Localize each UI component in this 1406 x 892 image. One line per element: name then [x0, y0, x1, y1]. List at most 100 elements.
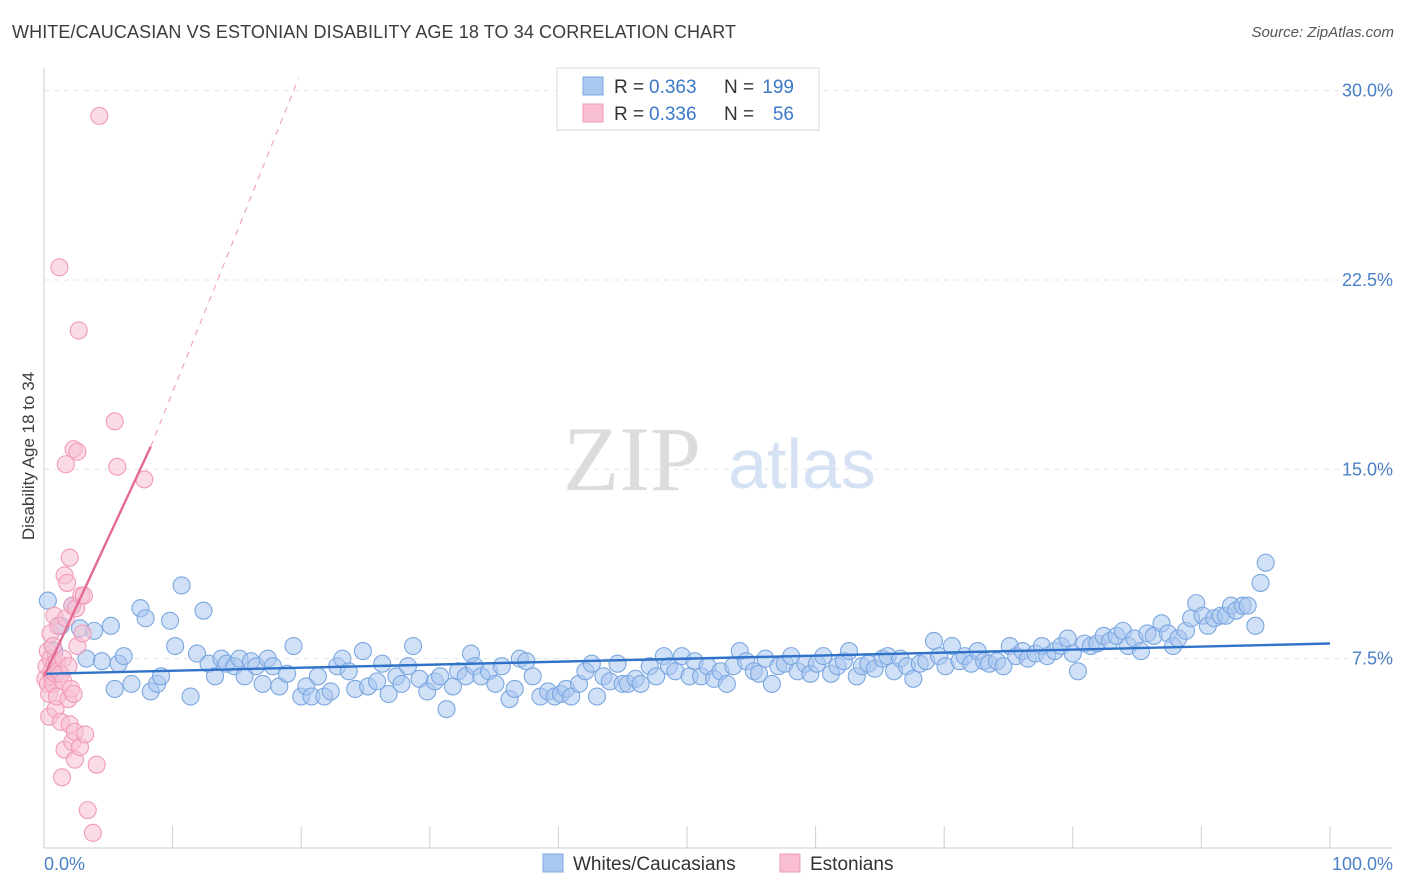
point-whites-191: [1251, 573, 1270, 592]
point-whites-9: [105, 679, 124, 699]
legend-swatch-whites: [582, 76, 604, 96]
point-whites-49: [353, 642, 372, 661]
legend-n-value-whites: 199: [762, 77, 794, 98]
x-tick-label-min: 0.0%: [44, 854, 85, 874]
y-tick-labels: 7.5% 15.0% 22.5% 30.0%: [1342, 81, 1393, 669]
trend-line-estonians: [42, 446, 152, 677]
series-whites-points: [38, 553, 1275, 719]
point-whites-25: [205, 667, 225, 686]
point-estonians-55: [105, 412, 124, 431]
point-whites-62: [437, 700, 456, 719]
point-estonians-53: [87, 755, 106, 774]
series-estonians-points: [36, 106, 154, 842]
point-whites-189: [1238, 596, 1257, 615]
series-legend: Whites/Caucasians Estonians: [542, 853, 893, 875]
point-whites-14: [136, 609, 155, 628]
point-whites-8: [101, 616, 120, 635]
point-whites-161: [1068, 662, 1087, 681]
point-whites-19: [166, 636, 185, 656]
point-whites-44: [321, 682, 340, 701]
point-whites-111: [749, 664, 769, 683]
point-whites-21: [181, 687, 200, 706]
point-whites-53: [379, 684, 398, 704]
point-whites-12: [122, 674, 141, 693]
point-whites-55: [392, 674, 411, 693]
point-whites-38: [284, 636, 303, 656]
point-whites-89: [608, 654, 627, 673]
bottom-legend-swatch-whites: [542, 853, 564, 873]
watermark: ZIP atlas: [563, 408, 876, 510]
x-tick-label-max: 100.0%: [1332, 854, 1393, 874]
point-estonians-20: [50, 258, 69, 277]
trend-extension-estonians: [150, 77, 300, 447]
gridlines: [44, 90, 1393, 660]
point-whites-52: [373, 654, 392, 673]
point-whites-93: [631, 674, 650, 693]
point-whites-18: [160, 611, 180, 630]
trend-line-whites: [43, 642, 1331, 676]
point-whites-141: [942, 636, 961, 656]
watermark-zip: ZIP: [563, 408, 701, 510]
point-whites-33: [253, 674, 272, 693]
point-whites-0: [38, 591, 57, 610]
point-whites-159: [1058, 629, 1077, 648]
point-estonians-39: [64, 684, 83, 704]
point-whites-125: [839, 642, 859, 661]
y-tick-label-0: 7.5%: [1352, 649, 1393, 669]
watermark-atlas: atlas: [728, 425, 876, 503]
point-estonians-52: [83, 823, 102, 842]
point-estonians-56: [108, 457, 127, 476]
point-whites-171: [1131, 642, 1151, 661]
point-whites-35: [263, 657, 282, 676]
point-whites-23: [194, 601, 213, 620]
point-whites-73: [505, 679, 524, 699]
point-estonians-32: [59, 657, 78, 676]
legend-r-label-estonians: R =: [614, 104, 644, 125]
point-whites-86: [587, 687, 607, 706]
point-whites-138: [924, 631, 943, 651]
y-axis-label: Disability Age 18 to 34: [19, 372, 38, 540]
point-estonians-28: [56, 455, 75, 474]
point-whites-85: [582, 654, 601, 673]
point-whites-22: [187, 644, 207, 663]
chart-title: WHITE/CAUCASIAN VS ESTONIAN DISABILITY A…: [12, 22, 737, 42]
point-whites-113: [762, 674, 781, 693]
chart-source: Source: ZipAtlas.com: [1251, 24, 1394, 41]
point-whites-7: [92, 652, 111, 671]
legend-r-value-estonians: 0.336: [649, 104, 697, 125]
point-estonians-50: [76, 725, 95, 744]
point-whites-76: [523, 667, 542, 686]
point-whites-95: [647, 667, 666, 686]
point-estonians-45: [69, 321, 88, 340]
y-tick-label-2: 22.5%: [1342, 270, 1393, 290]
bottom-legend-label-estonians: Estonians: [810, 854, 893, 875]
point-whites-135: [904, 669, 923, 688]
correlation-legend: R = 0.363 N = 199 R = 0.336 N = 56: [556, 67, 820, 131]
point-whites-190: [1246, 616, 1265, 635]
point-whites-192: [1256, 553, 1275, 572]
point-whites-51: [368, 672, 387, 691]
point-whites-71: [492, 657, 511, 676]
point-estonians-34: [60, 548, 79, 567]
point-estonians-43: [68, 442, 87, 461]
legend-n-label-whites: N =: [724, 77, 754, 98]
point-whites-149: [994, 657, 1013, 676]
point-whites-37: [278, 664, 297, 683]
point-whites-61: [431, 667, 450, 686]
point-whites-106: [717, 674, 736, 693]
trend-lines: [42, 77, 1331, 677]
point-whites-30: [235, 667, 254, 686]
point-whites-70: [486, 674, 505, 693]
point-whites-57: [404, 636, 423, 656]
legend-r-label-whites: R =: [614, 77, 644, 98]
legend-r-value-whites: 0.363: [649, 77, 697, 98]
point-whites-42: [308, 667, 327, 686]
y-tick-label-1: 15.0%: [1342, 459, 1393, 479]
legend-n-value-estonians: 56: [773, 104, 794, 125]
point-estonians-54: [90, 106, 109, 125]
point-estonians-30: [58, 573, 77, 592]
point-estonians-51: [78, 801, 97, 820]
point-estonians-23: [52, 768, 72, 787]
point-estonians-48: [73, 624, 92, 643]
